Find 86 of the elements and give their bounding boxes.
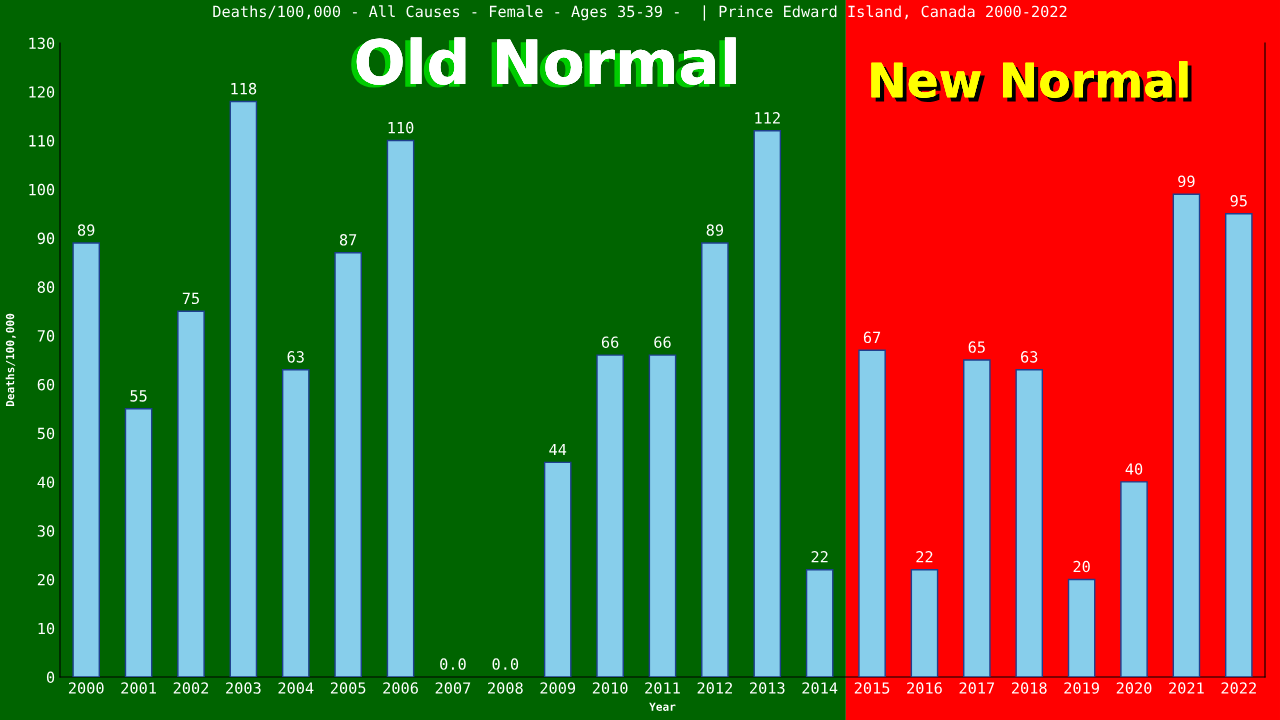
data-label: 112 [755, 112, 780, 124]
y-tick-label: 110 [29, 135, 55, 147]
bar [229, 100, 258, 677]
data-label: 40 [1125, 463, 1143, 475]
data-label: 67 [863, 331, 881, 344]
band-label: New Normal [871, 61, 1192, 103]
data-label: 89 [706, 224, 724, 236]
bar [543, 461, 572, 677]
bar [1067, 578, 1096, 677]
bar [124, 408, 153, 677]
band-label: Old Normal [351, 37, 736, 88]
data-label: 0.0 [440, 658, 466, 670]
x-tick-label: 2007 [435, 682, 471, 694]
bar [281, 369, 310, 677]
x-tick-label: 2016 [907, 682, 942, 694]
y-tick-label: 60 [37, 378, 55, 391]
bar [1172, 193, 1201, 677]
y-tick-label: 90 [37, 232, 55, 245]
data-label: 89 [77, 224, 95, 236]
bar [963, 359, 991, 677]
x-tick-label: 2020 [1116, 682, 1152, 694]
data-label: 87 [339, 234, 357, 246]
x-tick-label: 2017 [959, 682, 995, 694]
y-tick-label: 40 [37, 476, 55, 488]
data-label: 63 [1021, 351, 1038, 363]
y-tick-label: 70 [37, 330, 55, 342]
x-tick-label: 2005 [330, 682, 366, 694]
bar [1225, 212, 1253, 677]
chart-title: Deaths/100,000 - All Causes - Female - Ages 35-39 - | Prince Edward Island, Canada 2000-2022 [213, 5, 1067, 21]
y-axis-title: Deaths/100,000 [5, 313, 16, 407]
data-label: 110 [388, 121, 414, 134]
y-tick-label: 120 [29, 86, 55, 98]
x-tick-label: 2002 [173, 682, 209, 694]
x-tick-label: 2009 [540, 682, 576, 694]
y-tick-label: 50 [37, 427, 55, 440]
x-tick-label: 2018 [1011, 682, 1047, 694]
x-tick-label: 2022 [1221, 682, 1256, 694]
x-tick-label: 2006 [383, 682, 418, 694]
data-label: 66 [601, 336, 619, 348]
bar [386, 139, 415, 677]
bar [1015, 369, 1044, 677]
data-label: 118 [231, 82, 257, 95]
data-label: 66 [654, 336, 671, 348]
data-label: 0.0 [492, 658, 519, 670]
data-label: 65 [968, 341, 985, 353]
x-tick-label: 2019 [1064, 682, 1099, 694]
y-tick-label: 100 [29, 183, 55, 196]
x-tick-label: 2012 [697, 682, 732, 694]
bar [805, 569, 834, 677]
x-tick-label: 2015 [854, 682, 890, 694]
bar [701, 242, 729, 677]
data-label: 63 [287, 351, 304, 363]
bar [334, 252, 362, 677]
x-tick-label: 2004 [278, 682, 314, 694]
data-label: 55 [130, 390, 147, 402]
bar [648, 354, 677, 677]
x-tick-label: 2010 [592, 682, 628, 694]
x-tick-label: 2003 [226, 682, 261, 694]
y-tick-label: 20 [37, 573, 55, 586]
bar [910, 569, 939, 677]
x-tick-label: 2014 [802, 682, 838, 694]
y-tick-label: 0 [46, 671, 55, 684]
x-tick-label: 2021 [1169, 682, 1204, 694]
y-tick-label: 130 [29, 37, 55, 50]
bar [753, 130, 782, 677]
x-tick-label: 2011 [645, 682, 680, 694]
x-tick-label: 2000 [68, 682, 104, 694]
data-label: 44 [549, 443, 567, 456]
x-axis-title: Year [649, 702, 676, 711]
bar [177, 310, 205, 677]
data-label: 20 [1073, 560, 1090, 573]
y-tick-label: 80 [37, 281, 55, 293]
bar [858, 349, 886, 677]
bar [1120, 481, 1148, 677]
data-label: 22 [811, 551, 828, 563]
data-label: 22 [916, 551, 933, 563]
x-tick-label: 2013 [750, 682, 785, 694]
bar [596, 354, 624, 677]
data-label: 75 [182, 292, 199, 305]
x-tick-label: 2008 [488, 682, 523, 694]
y-tick-label: 10 [38, 622, 55, 635]
data-label: 99 [1178, 175, 1195, 188]
bar [72, 242, 100, 677]
y-tick-label: 30 [37, 525, 55, 537]
x-tick-label: 2001 [121, 682, 156, 694]
data-label: 95 [1230, 195, 1247, 207]
